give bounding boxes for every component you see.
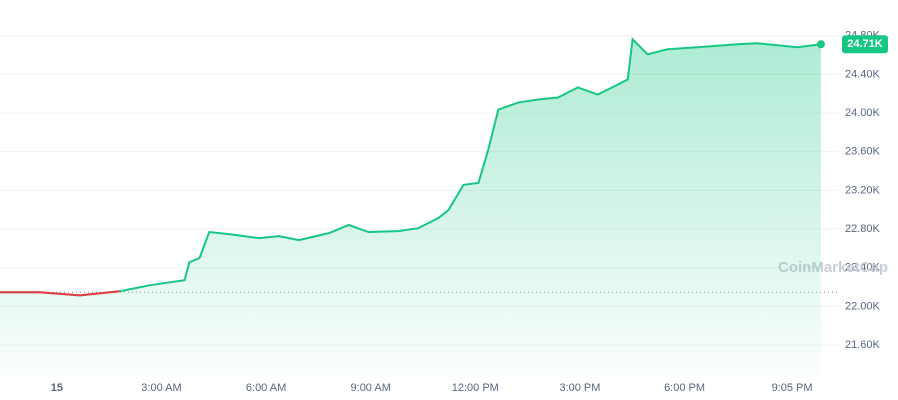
price-badge-label: 24.71K xyxy=(847,38,883,50)
x-tick-label: 9:00 AM xyxy=(351,382,391,394)
price-down-segment xyxy=(39,291,80,297)
x-tick-label: 3:00 PM xyxy=(559,382,600,394)
x-tick-label: 9:05 PM xyxy=(772,382,813,394)
x-tick-label: 6:00 PM xyxy=(664,382,705,394)
y-tick-label: 23.60K xyxy=(845,146,881,158)
price-line xyxy=(0,37,822,297)
price-badge xyxy=(842,35,888,54)
x-tick-label: 3:00 AM xyxy=(141,382,181,394)
y-tick-label: 21.60K xyxy=(845,339,881,351)
x-tick-label: 12:00 PM xyxy=(452,382,499,394)
y-tick-label: 22.40K xyxy=(845,262,881,274)
y-tick-label: 23.20K xyxy=(845,184,881,196)
price-area xyxy=(0,39,821,376)
x-tick-label: 15 xyxy=(51,382,63,394)
y-tick-label: 22.00K xyxy=(845,300,881,312)
last-point xyxy=(816,40,825,49)
price-down-segment xyxy=(79,290,120,297)
y-tick-label: 24.40K xyxy=(845,68,881,80)
y-tick-label: 24.00K xyxy=(845,107,881,119)
y-tick-label: 22.80K xyxy=(845,223,881,235)
x-tick-label: 6:00 AM xyxy=(246,382,286,394)
